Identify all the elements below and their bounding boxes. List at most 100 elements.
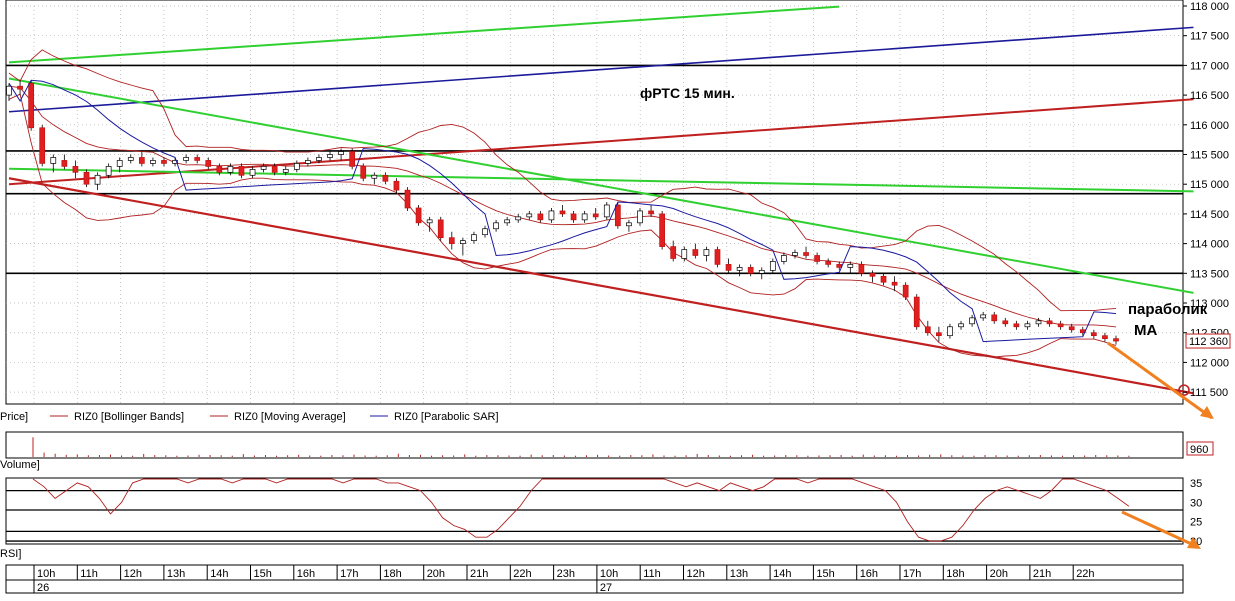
candle-body: [847, 264, 854, 268]
candle: [736, 264, 743, 277]
candle: [681, 246, 688, 262]
candle: [825, 258, 832, 268]
time-tick-label: 15h: [254, 568, 272, 580]
candle-body: [161, 160, 167, 164]
rsi-tick-label: 30: [1190, 497, 1202, 509]
candle-body: [216, 166, 223, 173]
candle-body: [260, 166, 267, 170]
candle-body: [293, 163, 300, 170]
time-tick-label: 11h: [643, 568, 661, 580]
candle: [105, 163, 112, 179]
candle-body: [614, 204, 621, 227]
time-tick-label: 23h: [557, 568, 575, 580]
candle-body: [592, 213, 599, 218]
candle: [969, 314, 975, 327]
candle: [792, 249, 798, 259]
candle-body: [1002, 320, 1009, 325]
candle-body: [792, 252, 798, 256]
volume-frame: [5, 431, 1184, 459]
date-label: 26: [37, 582, 49, 594]
y-tick-label: 113 500: [1190, 268, 1229, 280]
candle-body: [714, 249, 721, 265]
parabolic-sar: [8, 79, 1117, 343]
candle: [493, 219, 499, 232]
candle-body: [980, 314, 987, 319]
y-tick-label: 115 000: [1190, 179, 1229, 191]
candle-body: [327, 154, 333, 158]
candle: [758, 267, 765, 280]
legend-entry: RIZ0 [Parabolic SAR]: [394, 411, 499, 423]
horizontal-levels: [6, 64, 1183, 275]
candle: [161, 157, 167, 167]
candle: [537, 210, 544, 223]
y-tick-label: 114 500: [1190, 209, 1229, 221]
candle-body: [548, 210, 555, 221]
volume-panel: 960: [5, 431, 1214, 459]
candle: [703, 246, 710, 262]
time-tick-label: 18h: [946, 568, 964, 580]
candle-body: [360, 166, 367, 179]
y-tick-label: 115 500: [1190, 150, 1229, 162]
candle-body: [836, 264, 843, 268]
volume-label-box: [1186, 441, 1214, 456]
candle: [371, 172, 378, 185]
candle-body: [1091, 332, 1097, 337]
candle-body: [902, 284, 909, 298]
candle: [781, 252, 787, 265]
trend-line-green-flat: [8, 167, 1194, 193]
forecast-arrow-price: [1107, 341, 1213, 420]
trend-line-red-lower: [8, 177, 1194, 395]
candle: [769, 258, 776, 274]
rsi-tick-label: 35: [1190, 478, 1202, 490]
candle-body: [404, 189, 411, 209]
candle-body: [338, 151, 344, 155]
candle: [1102, 332, 1108, 342]
time-tick-label: 12h: [124, 568, 142, 580]
candle-body: [969, 317, 975, 325]
candle-body: [17, 85, 23, 90]
rsi-tick-label: 25: [1190, 517, 1202, 529]
candle-body: [493, 222, 499, 230]
candle: [1035, 317, 1042, 327]
trend-line-green-falling: [8, 77, 1194, 294]
candle-body: [814, 255, 820, 262]
candle: [216, 163, 223, 176]
candle: [902, 282, 909, 301]
candle-body: [1068, 326, 1075, 331]
parabolic-sar-line: [8, 79, 1117, 343]
candle: [891, 276, 898, 292]
annotation-parabolic: параболик: [1128, 301, 1208, 318]
candle-body: [271, 166, 278, 173]
candle-body: [991, 314, 998, 322]
candle: [360, 163, 367, 182]
candle-body: [637, 210, 643, 224]
annotations: [1107, 341, 1214, 549]
candle-body: [426, 219, 433, 224]
candle-body: [393, 180, 400, 191]
candle-body: [471, 234, 477, 241]
time-tick-label: 13h: [730, 568, 748, 580]
candle-body: [227, 166, 234, 173]
candle: [172, 157, 178, 167]
candle-body: [238, 166, 245, 176]
candle: [6, 83, 12, 102]
y-tick-label: 117 000: [1190, 60, 1229, 72]
candle: [138, 151, 145, 167]
candle: [725, 258, 732, 274]
time-tick-label: 15h: [816, 568, 834, 580]
candle: [559, 205, 566, 217]
rsi-panel-label: RSI]: [0, 548, 21, 560]
time-tick-label: 21h: [1033, 568, 1051, 580]
time-tick-label: 11h: [80, 568, 98, 580]
price-panel-label: Price]: [0, 411, 28, 423]
candle: [349, 148, 356, 170]
candles: [6, 80, 1119, 345]
candle: [880, 273, 887, 286]
legend: RIZ0 [Bollinger Bands] RIZ0 [Moving Avera…: [50, 411, 499, 423]
rsi-frame: [5, 477, 1184, 545]
candle-body: [958, 323, 964, 328]
candle: [327, 151, 333, 161]
candle: [194, 154, 201, 164]
candle: [659, 210, 665, 250]
candle: [227, 163, 234, 176]
